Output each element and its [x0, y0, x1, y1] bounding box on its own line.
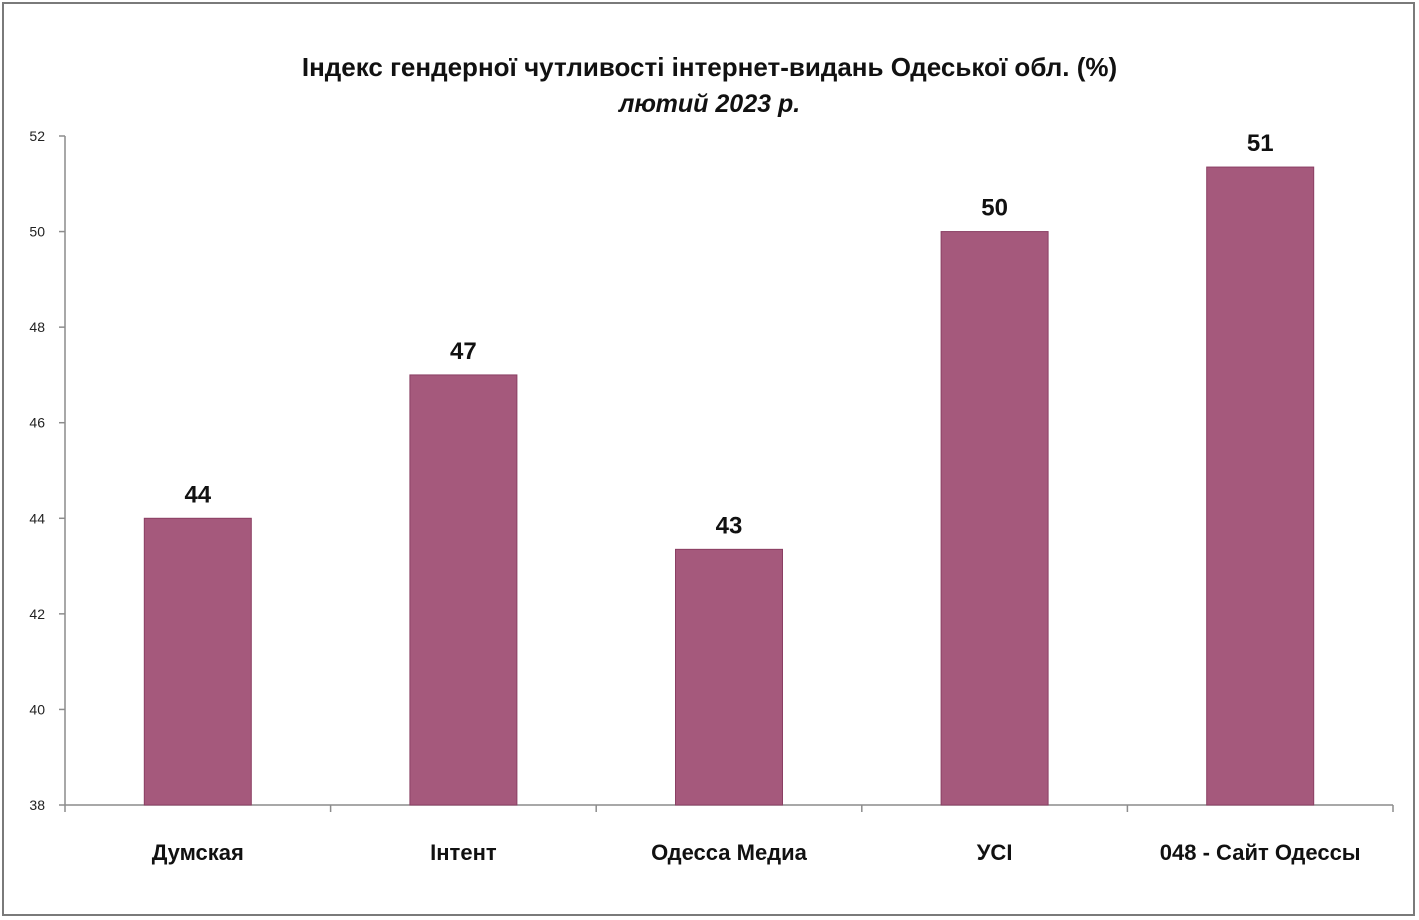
y-tick-label: 46 — [29, 415, 45, 431]
y-tick-label: 44 — [29, 510, 45, 526]
y-tick-label: 50 — [29, 224, 45, 240]
y-tick-label: 48 — [29, 319, 45, 335]
chart-subtitle: лютий 2023 р. — [618, 90, 801, 118]
bar — [940, 231, 1049, 806]
x-tick-label: 048 - Сайт Одессы — [1160, 840, 1361, 865]
y-tick-label: 42 — [29, 606, 45, 622]
chart-title: Індекс гендерної чутливості інтернет-вид… — [301, 52, 1118, 82]
y-tick-label: 38 — [29, 797, 45, 813]
x-tick-label: УСІ — [977, 840, 1013, 865]
bar — [143, 517, 252, 806]
data-label: 47 — [450, 338, 477, 365]
data-label: 43 — [716, 512, 743, 539]
x-tick-label: Одесса Медиа — [651, 840, 808, 865]
bar — [675, 548, 783, 806]
chart-labels: 44 Думская 47 Інтент 43 Одесса Медиа 50 УСІ 51 04… — [152, 130, 1361, 865]
x-tick-label: Інтент — [430, 840, 497, 865]
data-label: 51 — [1247, 130, 1274, 157]
x-tick-label: Думская — [152, 840, 244, 865]
y-tick-label: 40 — [29, 701, 45, 717]
data-label: 44 — [184, 481, 211, 508]
bar — [1206, 166, 1315, 806]
bar — [409, 374, 518, 806]
chart-bars — [143, 166, 1315, 806]
data-label: 50 — [981, 195, 1008, 222]
y-tick-label: 52 — [29, 128, 45, 144]
